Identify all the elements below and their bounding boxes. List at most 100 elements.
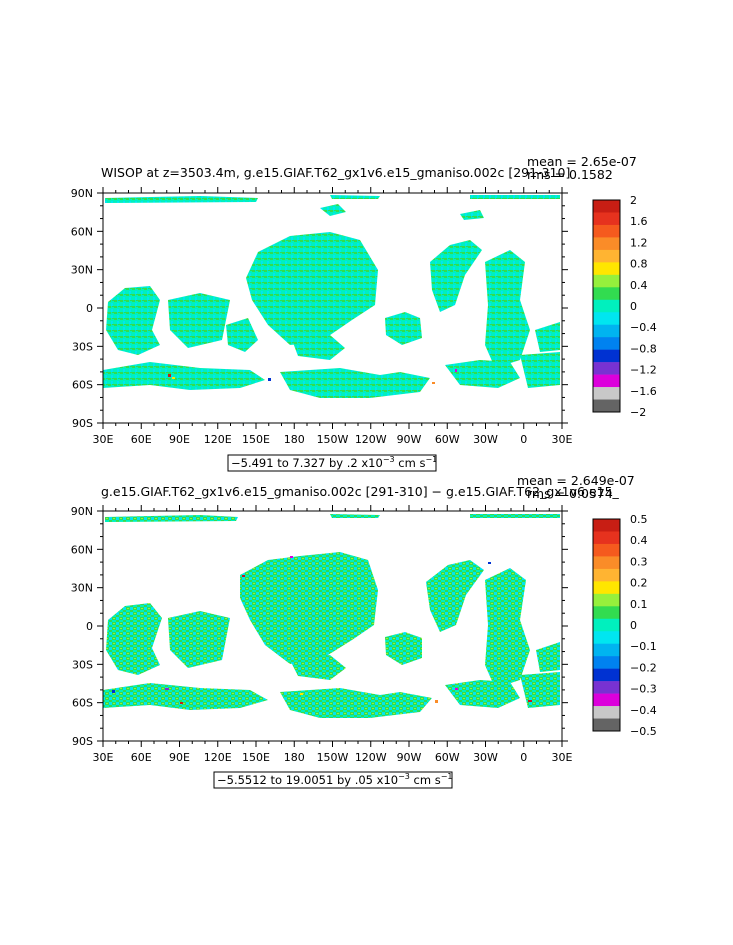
panel-1-range-text: −5.491 to 7.327 by .2 x10 [231, 456, 383, 470]
x-tick-label: 60W [435, 751, 460, 764]
y-tick-label: 0 [86, 620, 93, 633]
y-tick-label: 0 [86, 302, 93, 315]
panel-1-title: WISOP at z=3503.4m, g.e15.GIAF.T62_gx1v6… [101, 165, 570, 180]
panel-1-colorbar-swatches [593, 200, 620, 413]
colorbar-swatch [593, 581, 620, 595]
x-tick-label: 0 [520, 751, 527, 764]
x-tick-label: 150W [317, 751, 349, 764]
x-tick-label: 90E [169, 751, 190, 764]
y-tick-label: 30N [71, 264, 93, 277]
x-tick-label: 150E [242, 433, 270, 446]
panel-2-mean: mean = 2.649e-07 [517, 473, 635, 488]
colorbar-swatch [593, 212, 620, 226]
colorbar-label: 0 [630, 300, 637, 313]
panel-1-range-exp: −3 [383, 455, 395, 464]
colorbar-label: −1.2 [630, 364, 657, 377]
y-tick-label: 60N [71, 225, 93, 238]
colorbar-label: −0.4 [630, 321, 657, 334]
colorbar-label: 0 [630, 619, 637, 632]
colorbar-swatch [593, 262, 620, 276]
colorbar-swatch [593, 224, 620, 238]
x-tick-label: 90W [397, 751, 422, 764]
x-tick-label: 30W [473, 433, 498, 446]
colorbar-swatch [593, 543, 620, 557]
svg-text:−5.5512 to 19.0051 by .05 x10−: −5.5512 to 19.0051 by .05 x10−3 cm s−1 [217, 772, 453, 787]
panel-2-extreme-dots [112, 556, 532, 704]
x-tick-label: 150E [242, 751, 270, 764]
panel-1-extreme-dots [168, 369, 457, 384]
x-tick-label: 150W [317, 433, 349, 446]
x-tick-label: 60E [131, 751, 152, 764]
colorbar-swatch [593, 556, 620, 570]
panel-1-mean: mean = 2.65e-07 [527, 154, 637, 169]
panel-2-colorbar: 0.5 0.4 0.3 0.2 0.1 0 −0.1 −0.2 −0.3 −0.4 −0.5 [592, 513, 657, 738]
colorbar-swatch [593, 668, 620, 682]
panel-2-colorbar-frame [592, 518, 621, 732]
colorbar-swatch [593, 643, 620, 657]
y-tick-label: 60S [72, 697, 93, 710]
panel-1-colorbar-frame [592, 199, 621, 413]
x-tick-label: 30E [93, 433, 114, 446]
colorbar-label: 1.2 [630, 236, 648, 249]
x-tick-label: 90E [169, 433, 190, 446]
colorbar-label: −0.8 [630, 342, 657, 355]
colorbar-swatch [593, 706, 620, 719]
colorbar-swatch [593, 287, 620, 301]
y-tick-label: 60N [71, 543, 93, 556]
colorbar-label: −0.3 [630, 683, 657, 696]
panel-1-ocean-field [103, 195, 560, 398]
x-tick-label: 60E [131, 433, 152, 446]
colorbar-label: 0.2 [630, 577, 648, 590]
colorbar-label: −0.2 [630, 661, 657, 674]
panel-2-colorbar-swatches [593, 519, 620, 732]
colorbar-label: 0.3 [630, 555, 648, 568]
panel-2: g.e15.GIAF.T62_gx1v6.e15_gmaniso.002c [2… [71, 473, 657, 789]
panel-2-range-text: −5.5512 to 19.0051 by .05 x10 [217, 773, 398, 787]
colorbar-swatch [593, 337, 620, 350]
y-tick-label: 90S [72, 417, 93, 430]
colorbar-label: 0.8 [630, 258, 648, 271]
colorbar-label: −0.5 [630, 725, 657, 738]
panel-2-title: g.e15.GIAF.T62_gx1v6.e15_gmaniso.002c [2… [101, 484, 620, 499]
colorbar-label: 1.6 [630, 215, 648, 228]
x-tick-label: 120E [204, 433, 232, 446]
colorbar-swatch [593, 568, 620, 582]
x-tick-label: 30E [552, 751, 573, 764]
panel-1-colorbar-labels: 2 1.6 1.2 0.8 0.4 0 −0.4 −0.8 −1.2 −1.6 −2 [630, 194, 657, 419]
panel-2-ticks [97, 505, 568, 747]
y-tick-label: 90N [71, 187, 93, 200]
panel-2-range-box: −5.5512 to 19.0051 by .05 x10−3 cm s−1 [213, 771, 453, 789]
panel-2-ocean-field [103, 514, 560, 718]
colorbar-swatch [593, 312, 620, 326]
x-tick-label: 120W [355, 433, 387, 446]
colorbar-swatch [593, 618, 620, 632]
panel-1-rms: rms = 0.1582 [527, 167, 613, 182]
svg-text:−5.491 to 7.327 by .2 x10−3 cm: −5.491 to 7.327 by .2 x10−3 cm s−1 [231, 455, 437, 470]
panel-2-rms: rms = 0.0574 [527, 486, 613, 501]
colorbar-swatch [593, 631, 620, 645]
x-tick-label: 180 [284, 751, 305, 764]
x-tick-label: 180 [284, 433, 305, 446]
x-tick-label: 120W [355, 751, 387, 764]
x-tick-label: 120E [204, 751, 232, 764]
colorbar-label: 2 [630, 194, 637, 207]
colorbar-swatch [593, 387, 620, 400]
colorbar-swatch [593, 606, 620, 620]
colorbar-swatch [593, 249, 620, 263]
colorbar-swatch [593, 519, 620, 532]
colorbar-swatch [593, 349, 620, 363]
panel-1: WISOP at z=3503.4m, g.e15.GIAF.T62_gx1v6… [71, 154, 657, 472]
colorbar-swatch [593, 299, 620, 313]
colorbar-swatch [593, 374, 620, 388]
colorbar-swatch [593, 324, 620, 338]
colorbar-label: 0.1 [630, 598, 648, 611]
panel-1-x-tick-labels: 30E 60E 90E 120E 150E 180 150W 120W 90W 60W 30W 0 30… [93, 433, 573, 446]
y-tick-label: 30N [71, 582, 93, 595]
y-tick-label: 30S [72, 340, 93, 353]
x-tick-label: 0 [520, 433, 527, 446]
colorbar-swatch [593, 200, 620, 213]
colorbar-swatch [593, 531, 620, 545]
colorbar-swatch [593, 593, 620, 607]
y-tick-label: 90S [72, 735, 93, 748]
colorbar-swatch [593, 362, 620, 375]
